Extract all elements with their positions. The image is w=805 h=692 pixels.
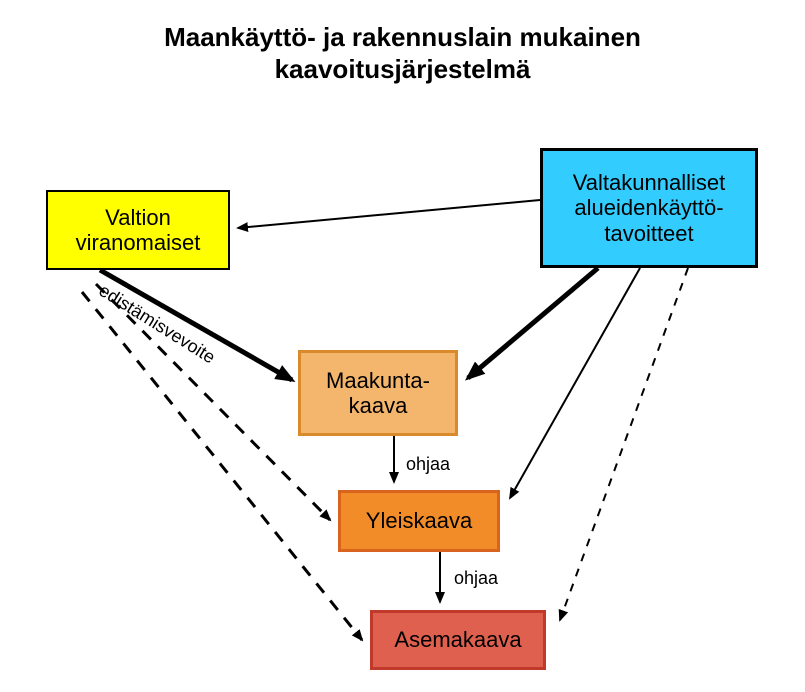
node-maakunta-l1: Maakunta-	[326, 368, 430, 393]
diagram-title-line2: kaavoitusjärjestelmä	[0, 54, 805, 85]
node-yleiskaava: Yleiskaava	[338, 490, 500, 552]
node-maakunta-l2: kaava	[326, 393, 430, 418]
edge-vk_to_valtion	[238, 200, 540, 228]
node-vk-l1: Valtakunnalliset	[573, 170, 725, 195]
node-asema-l1: Asemakaava	[394, 627, 521, 652]
node-asemakaava: Asemakaava	[370, 610, 546, 670]
edges-layer	[0, 0, 805, 692]
node-valtion-viranomaiset: Valtion viranomaiset	[46, 190, 230, 270]
node-vk-l2: alueidenkäyttö-	[573, 195, 725, 220]
node-yleis-l1: Yleiskaava	[366, 508, 472, 533]
edge-label-ohjaa-2: ohjaa	[454, 568, 498, 589]
edge-vk_to_yleis	[510, 268, 640, 498]
edge-vk_to_maakunta	[468, 268, 598, 378]
diagram-title-line1: Maankäyttö- ja rakennuslain mukainen	[0, 22, 805, 53]
edge-label-edistamisvevoite: edistämisvevoite	[95, 280, 219, 368]
edge-valtion_to_asema	[82, 292, 362, 640]
edge-vk_to_asema	[560, 268, 688, 620]
node-valtion-l1: Valtion	[76, 205, 201, 230]
node-valtion-l2: viranomaiset	[76, 230, 201, 255]
node-vk-l3: tavoitteet	[573, 221, 725, 246]
edge-label-ohjaa-1: ohjaa	[406, 454, 450, 475]
edge-valtion_to_maakunta	[100, 270, 292, 380]
node-valtakunnalliset: Valtakunnalliset alueidenkäyttö- tavoitt…	[540, 148, 758, 268]
node-maakuntakaava: Maakunta- kaava	[298, 350, 458, 436]
